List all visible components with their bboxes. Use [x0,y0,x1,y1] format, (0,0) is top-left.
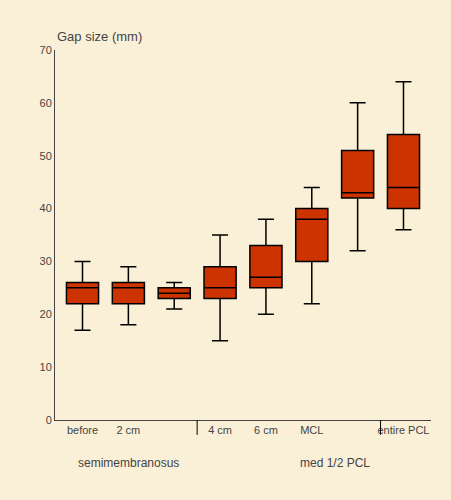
svg-text:40: 40 [40,202,52,214]
svg-text:before: before [67,424,98,436]
svg-text:20: 20 [40,308,52,320]
svg-text:10: 10 [40,361,52,373]
svg-text:30: 30 [40,255,52,267]
svg-text:Gap size (mm): Gap size (mm) [57,29,142,44]
svg-text:entire PCL: entire PCL [377,424,429,436]
svg-text:MCL: MCL [300,424,323,436]
svg-text:50: 50 [40,150,52,162]
svg-text:60: 60 [40,97,52,109]
svg-text:4 cm: 4 cm [208,424,232,436]
svg-text:med 1/2 PCL: med 1/2 PCL [300,456,370,470]
svg-text:6 cm: 6 cm [254,424,278,436]
svg-text:semimembranosus: semimembranosus [78,456,179,470]
svg-text:0: 0 [46,414,52,426]
svg-text:2 cm: 2 cm [116,424,140,436]
svg-text:70: 70 [40,44,52,56]
